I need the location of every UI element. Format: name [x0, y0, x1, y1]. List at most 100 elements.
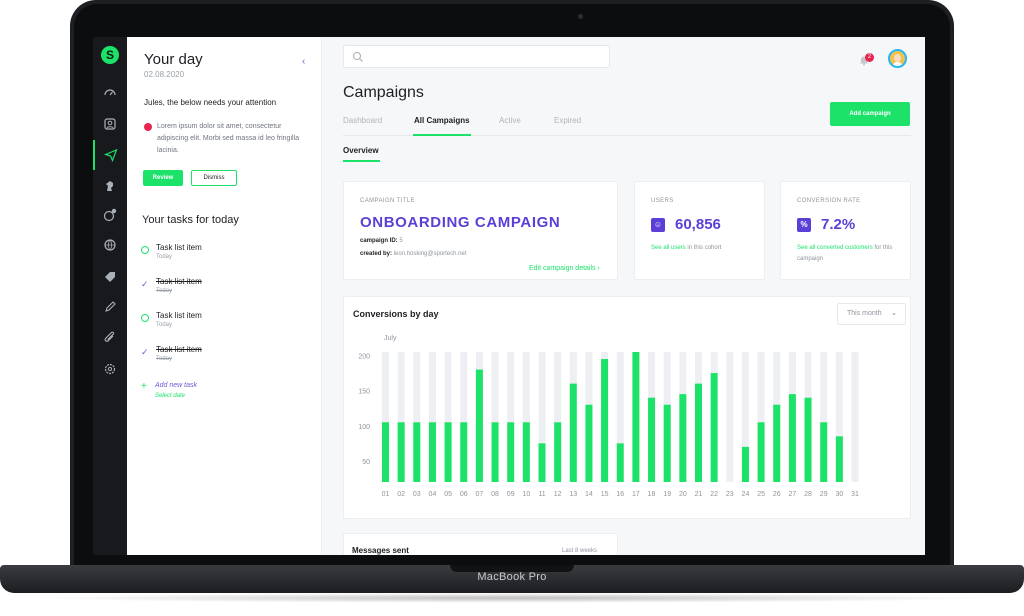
alert-text: Lorem ipsum dolor sit amet, consectetur … — [157, 123, 300, 154]
settings-icon[interactable] — [93, 354, 127, 384]
conversion-note: See all converted customers for this cam… — [797, 243, 905, 265]
task-due: Today — [156, 322, 173, 328]
see-converted-link[interactable]: See all converted customers — [797, 245, 873, 251]
bar — [413, 422, 421, 482]
bar — [710, 373, 718, 482]
bar-track — [757, 352, 765, 482]
bar-track — [538, 352, 546, 482]
task-item[interactable]: Task list item Today — [141, 311, 311, 337]
tab-all-campaigns[interactable]: All Campaigns — [414, 116, 470, 125]
segments-icon[interactable] — [93, 171, 127, 201]
period-select-value[interactable]: This month — [847, 310, 882, 317]
tab-dashboard[interactable]: Dashboard — [343, 116, 383, 125]
y-tick-label: 100 — [358, 424, 370, 431]
see-all-users-link[interactable]: See all users — [651, 245, 686, 251]
task-due: Today — [156, 288, 173, 294]
x-tick-label: 29 — [820, 491, 828, 498]
bar — [554, 422, 562, 482]
y-tick-label: 150 — [358, 389, 370, 396]
chart-title: Conversions by day — [353, 309, 439, 319]
bar-track — [726, 352, 734, 482]
bar — [804, 397, 812, 482]
task-name: Task list item — [156, 277, 202, 286]
search-icon — [352, 51, 363, 62]
campaign-tabs: Dashboard All Campaigns Active Expired — [343, 116, 911, 136]
search-box[interactable] — [343, 45, 610, 68]
task-open-circle-icon[interactable] — [141, 314, 149, 322]
edit-campaign-link[interactable]: Edit campaign details › — [529, 265, 600, 272]
icon-rail: S — [93, 37, 127, 555]
x-tick-label: 15 — [601, 491, 609, 498]
overview-indicator — [343, 160, 380, 162]
period-select[interactable]: This month ⌄ — [837, 303, 906, 325]
dismiss-button[interactable]: Dismiss — [191, 170, 237, 186]
messages-period: Last 8 weeks — [562, 548, 598, 554]
edit-campaign-label[interactable]: Edit campaign details — [529, 265, 596, 272]
conversions-chart: July 50 100 150 200 01 02 03 04 05 06 07 08 09 10 11 12 1… — [358, 335, 859, 498]
chart-subtitle: July — [384, 335, 397, 342]
analytics-icon[interactable] — [93, 230, 127, 260]
bar-track — [522, 352, 530, 482]
bar — [648, 397, 656, 482]
bar — [773, 404, 781, 482]
y-tick-label: 200 — [358, 354, 370, 361]
task-name: Task list item — [156, 243, 202, 252]
task-open-circle-icon[interactable] — [141, 246, 149, 254]
task-item[interactable]: ✓ Task list item Today — [141, 277, 311, 303]
add-campaign-button[interactable]: Add campaign — [830, 102, 910, 126]
avatar-face — [894, 54, 901, 62]
add-task-label[interactable]: Add new task — [155, 382, 198, 389]
page-title: Campaigns — [343, 84, 424, 101]
x-tick-label: 01 — [382, 491, 390, 498]
attachments-icon[interactable] — [93, 323, 127, 353]
dashboard-icon[interactable] — [93, 77, 127, 107]
bar-track — [491, 352, 499, 482]
edit-icon[interactable] — [93, 292, 127, 322]
bar — [616, 443, 624, 482]
campaigns-icon[interactable] — [93, 140, 127, 170]
conversion-label: CONVERSION RATE — [797, 198, 861, 204]
task-done-check-icon[interactable]: ✓ — [141, 279, 149, 289]
bar-track — [382, 352, 389, 482]
brand-logo-icon[interactable]: S — [101, 46, 119, 64]
select-date-link[interactable]: Select date — [155, 393, 186, 399]
users-label: USERS — [651, 198, 674, 204]
x-tick-label: 19 — [663, 491, 671, 498]
task-name: Task list item — [156, 345, 202, 354]
bar-track — [554, 352, 562, 482]
task-item[interactable]: ✓ Task list item Today — [141, 345, 311, 371]
avatar[interactable] — [888, 49, 907, 68]
bar — [679, 394, 687, 482]
collapse-panel-icon[interactable]: ‹ — [302, 56, 306, 67]
x-tick-label: 21 — [695, 491, 703, 498]
rewards-icon[interactable] — [93, 200, 127, 230]
active-tab-indicator — [413, 134, 471, 136]
x-tick-label: 12 — [554, 491, 562, 498]
created-by-row: created by: leon.hosking@sportech.net — [360, 251, 467, 257]
tab-expired[interactable]: Expired — [554, 116, 582, 125]
task-done-check-icon[interactable]: ✓ — [141, 347, 149, 357]
bar — [522, 422, 530, 482]
search-input[interactable] — [368, 49, 598, 65]
bar — [428, 422, 436, 482]
bar — [663, 404, 671, 482]
main-content: 2 Campaigns Add campaign Dashboard All C… — [322, 37, 925, 555]
task-item[interactable]: Task list item Today — [141, 243, 311, 269]
panel-date: 02.08.2020 — [144, 70, 185, 79]
bar — [601, 359, 609, 482]
x-tick-label: 10 — [522, 491, 530, 498]
tab-active[interactable]: Active — [499, 116, 521, 125]
contacts-icon[interactable] — [93, 109, 127, 139]
messages-card: Messages sent Last 8 weeks — [343, 533, 618, 555]
campaign-title-label: CAMPAIGN TITLE — [360, 198, 416, 204]
percent-icon: % — [797, 218, 811, 232]
notification-badge: 2 — [865, 53, 874, 62]
bar — [820, 422, 828, 482]
tab-overview[interactable]: Overview — [343, 146, 379, 155]
x-tick-label: 31 — [851, 491, 859, 498]
your-day-panel: Your day 02.08.2020 ‹ Jules, the below n… — [127, 37, 322, 555]
tasks-heading: Your tasks for today — [142, 214, 239, 226]
review-button[interactable]: Review — [143, 170, 183, 186]
tags-icon[interactable] — [93, 261, 127, 291]
laptop-brand: MacBook Pro — [477, 571, 547, 583]
